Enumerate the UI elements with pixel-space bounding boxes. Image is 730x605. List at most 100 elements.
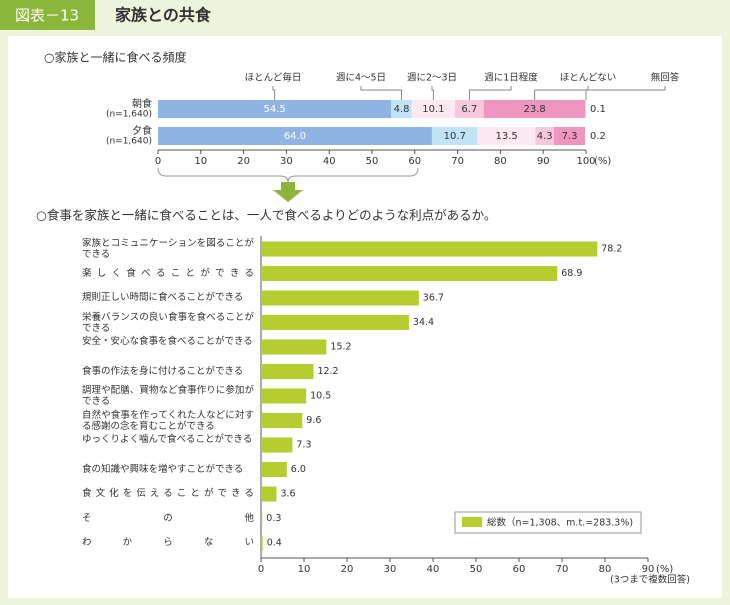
category-label: その他 [82, 512, 254, 524]
x-tick-label: 40 [323, 156, 336, 167]
category-label: 自然や食事を作ってくれた人などに対する感謝の念を育むことができる [82, 409, 254, 432]
value-label: 0.4 [267, 538, 282, 549]
unit-label: (%) [594, 156, 611, 167]
leader-line [534, 86, 589, 100]
value-label: 36.7 [423, 293, 444, 304]
category-label: 食の知識や興味を増やすことができる [82, 463, 244, 475]
value-label: 10.5 [310, 391, 331, 402]
bar-segment [391, 100, 412, 118]
x-tick-label: 10 [194, 156, 207, 167]
x-tick-label: 60 [513, 564, 526, 575]
leader-line [360, 86, 403, 100]
category-label: 安全・安心な食事を食べることができる [82, 336, 253, 347]
value-label: 6.7 [461, 104, 477, 115]
bar-segment [483, 100, 586, 118]
chart-title: ○食事を家族と一緒に食べることは、一人で食べるよりどのような利点があるか。 [36, 208, 496, 223]
legend-label: 無回答 [651, 72, 680, 84]
x-tick-label: 60 [408, 156, 421, 167]
bar [261, 364, 314, 379]
x-tick-label: 40 [427, 564, 440, 575]
legend-box [454, 511, 642, 534]
note: (3つまで複数回答) [610, 574, 690, 586]
value-label: 54.5 [263, 104, 285, 115]
value-label: 3.6 [280, 489, 295, 500]
x-tick-label: 0 [155, 156, 161, 167]
value-label: 10.7 [444, 131, 466, 142]
bar [261, 511, 263, 526]
value-label: 6.0 [291, 464, 306, 475]
value-label: 4.8 [394, 104, 410, 115]
value-label: 23.8 [524, 104, 546, 115]
bar-segment [535, 127, 554, 145]
leader-line [431, 86, 434, 100]
legend-label: 週に4～5日 [336, 72, 386, 84]
bar-segment [553, 127, 586, 145]
header-badge [0, 0, 95, 30]
x-tick-label: 20 [237, 156, 250, 167]
category-label: ゆっくりよく噛んで食べることができる [82, 434, 253, 445]
x-tick-label: 50 [366, 156, 379, 167]
legend-label: 総数（n=1,308、m.t.=283.3%) [487, 517, 633, 529]
leader-line [272, 86, 276, 100]
category-note: (n=1,640) [106, 110, 152, 120]
page-title: 家族との共食 [115, 6, 212, 25]
category-label: 食文化を伝えることができる [82, 488, 254, 499]
bar-segment [158, 100, 392, 118]
bar-segment [477, 127, 536, 145]
bar-segment [158, 127, 432, 145]
legend-label: ほとんどない [560, 73, 617, 84]
x-tick-label: 30 [384, 564, 397, 575]
bar [261, 266, 558, 281]
bar-segment [585, 127, 586, 145]
chart-title: ○家族と一緒に食べる頻度 [44, 50, 186, 65]
category-label: わからない [82, 537, 254, 548]
x-tick-label: 80 [494, 156, 507, 167]
bar [261, 241, 598, 257]
x-tick-label: 30 [280, 156, 293, 167]
bar [261, 486, 277, 502]
value-label: 0.1 [590, 104, 606, 115]
arrow [273, 182, 303, 202]
leader-line [585, 86, 666, 100]
bar [261, 290, 419, 306]
value-label: 0.3 [266, 513, 281, 524]
legend-label: 週に1日程度 [484, 72, 538, 84]
x-tick-label: 10 [298, 564, 311, 575]
value-label: 10.1 [422, 104, 444, 115]
category-note: (n=1,640) [106, 137, 152, 147]
value-label: 4.3 [537, 131, 553, 142]
value-label: 34.4 [413, 317, 434, 328]
category-label: 食事の作法を身に付けることができる [82, 365, 244, 377]
leader-line [468, 86, 512, 100]
bar [261, 388, 307, 404]
x-tick-label: 70 [451, 156, 464, 167]
x-tick-label: 100 [576, 156, 595, 167]
value-label: 13.5 [495, 131, 517, 142]
value-label: 78.2 [601, 244, 622, 255]
bar [261, 437, 293, 453]
x-tick-label: 90 [642, 564, 655, 575]
figure-label: 図表－13 [15, 7, 79, 25]
unit-label: (%) [656, 564, 673, 575]
x-tick-label: 20 [341, 564, 354, 575]
category-label: 楽しく食べることができる [82, 267, 254, 279]
legend-label: ほとんど毎日 [245, 72, 302, 84]
value-label: 12.2 [317, 366, 338, 377]
value-label: 9.6 [306, 415, 321, 426]
bar [261, 315, 409, 330]
bar-segment [455, 100, 484, 118]
legend-label: 週に2～3日 [407, 72, 457, 84]
value-label: 7.3 [296, 440, 311, 451]
value-label: 68.9 [561, 268, 582, 279]
bar [261, 462, 287, 477]
x-tick-label: 90 [537, 156, 550, 167]
bar-segment [411, 100, 456, 118]
value-label: 64.0 [284, 131, 306, 142]
x-tick-label: 0 [258, 564, 264, 575]
legend-swatch [462, 517, 482, 527]
category-label: 規則正しい時間に食べることができる [82, 292, 244, 303]
x-tick-label: 50 [470, 564, 483, 575]
bar [261, 413, 303, 428]
